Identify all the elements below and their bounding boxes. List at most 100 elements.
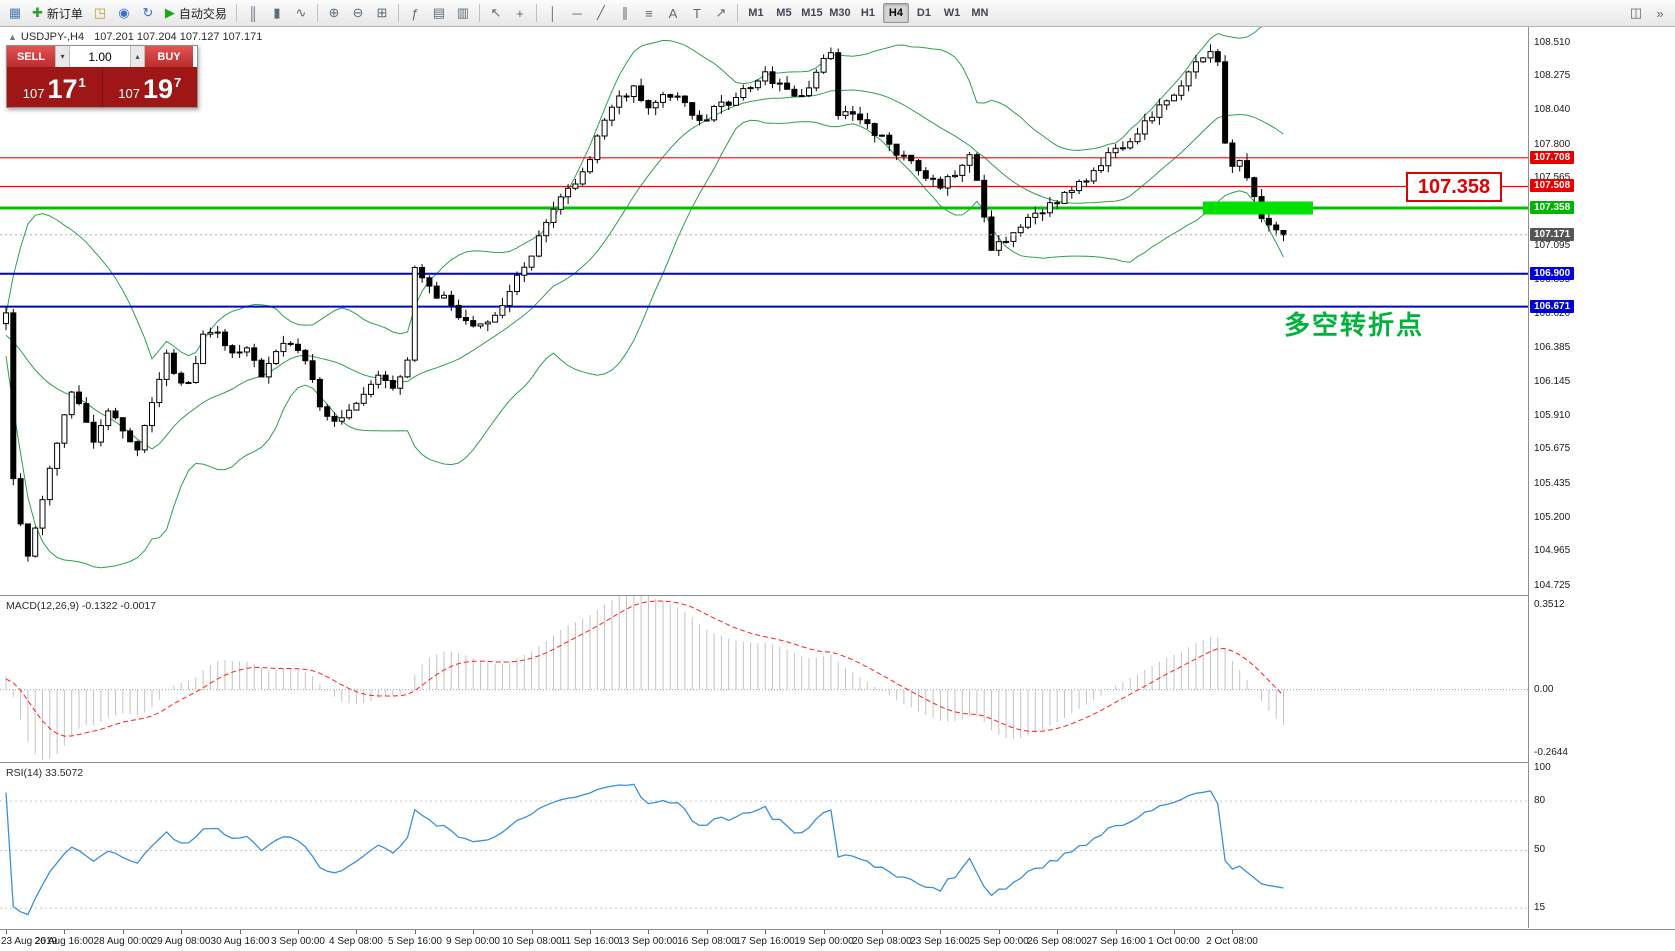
overflow-button[interactable]: » [1649,2,1671,24]
refresh-button[interactable]: ↻ [137,2,159,24]
open-chart-button[interactable]: ◳ [89,2,111,24]
autotrading-button[interactable]: ▶ 自动交易 [161,2,231,24]
toolbar-separator [736,4,738,22]
overflow-icon: » [1656,5,1664,21]
sell-button[interactable]: SELL [7,46,55,67]
rsi-panel[interactable] [0,763,1528,928]
volume-decrease-button[interactable]: ▾ [55,46,70,67]
time-axis-label: 16 Sep 08:00 [677,936,737,947]
toolbar-separator [235,4,237,22]
data-window-button[interactable]: ◫ [1625,2,1647,24]
level-lines[interactable] [0,157,1528,308]
indicators-button[interactable]: ƒ [404,2,426,24]
new-order-button[interactable]: ✚ 新订单 [28,2,87,24]
fibonacci-icon: ≡ [645,5,653,21]
macd-panel[interactable] [0,596,1528,762]
time-axis-label: 27 Sep 16:00 [1086,936,1146,947]
trendline-button[interactable]: ╱ [590,2,612,24]
line-chart-mode-button[interactable]: ∿ [290,2,312,24]
time-axis-tick [415,930,416,934]
label-icon: T [692,5,701,21]
cursor-button[interactable]: ↖ [485,2,507,24]
time-axis-label: 25 Sep 00:00 [969,936,1029,947]
sell-price-pips: 17 [47,74,78,104]
price-axis-label: 105.675 [1534,443,1571,454]
fibonacci-button[interactable]: ≡ [638,2,660,24]
bollinger-bands [5,27,1284,569]
toolbar-separator [397,4,399,22]
toolbar-separator [535,4,537,22]
arrows-icon: ↗ [715,5,727,20]
time-axis-tick [707,930,708,934]
templates-button[interactable]: ▤ [428,2,450,24]
channel-button[interactable]: ∥ [614,2,636,24]
label-button[interactable]: T [686,2,708,24]
buy-price-pips: 19 [142,74,173,104]
price-axis-label: 107.095 [1534,240,1571,251]
timeframe-m1-button[interactable]: M1 [748,7,764,19]
volume-increase-button[interactable]: ▴ [130,46,145,67]
buy-price-point: 7 [174,75,182,90]
time-axis[interactable]: 23 Aug 2019 26 Aug 16:00 28 Aug 00:00 29 Au… [0,929,1675,951]
zoom-in-icon: ⊕ [328,5,340,20]
main-chart[interactable] [0,27,1528,595]
crosshair-button[interactable]: + [509,2,531,24]
candlestick-mode-button[interactable]: ▮ [266,2,288,24]
bar-chart-mode-icon: ║ [248,5,258,21]
candlesticks [3,44,1287,562]
timeframe-w1-button[interactable]: W1 [943,7,961,19]
new-chart-button[interactable]: ▦ [4,2,26,24]
toolbar-right-group: ◫» [1624,2,1672,24]
time-axis-tick [123,930,124,934]
price-axis-label: 106.385 [1534,342,1571,353]
price-callout[interactable]: 107.358 [1406,172,1502,202]
grid-icon: ▥ [456,5,470,20]
panel-separator[interactable] [0,595,1675,596]
time-axis-tick [882,930,883,934]
price-axis-label: 108.040 [1534,104,1571,115]
timeframe-mn-button[interactable]: MN [971,7,989,19]
grid-button[interactable]: ▥ [452,2,474,24]
time-axis-label: 17 Sep 16:00 [735,936,795,947]
vertical-line-icon: │ [548,5,557,21]
time-axis-tick [356,930,357,934]
macd-axis-label: 0.3512 [1534,599,1565,610]
text-button[interactable]: A [662,2,684,24]
buy-button[interactable]: BUY [145,46,193,67]
panel-separator[interactable] [0,762,1675,763]
highlight-rect[interactable] [1203,201,1313,215]
time-axis-tick [1232,930,1233,934]
volume-input[interactable] [70,46,130,67]
timeframe-h4-button[interactable]: H4 [882,3,909,23]
vertical-line-button[interactable]: │ [542,2,564,24]
tile-windows-button[interactable]: ⊞ [371,2,393,24]
timeframe-m5-button[interactable]: M5 [776,7,792,19]
time-axis-tick [765,930,766,934]
timeframe-d1-button[interactable]: D1 [916,7,931,19]
zoom-in-button[interactable]: ⊕ [323,2,345,24]
level-price-badge: 107.358 [1530,201,1575,214]
timeframe-h1-button[interactable]: H1 [860,7,875,19]
timeframe-m15-button[interactable]: M15 [801,7,823,19]
time-axis-tick [648,930,649,934]
buy-price-display[interactable]: 107 19 7 [101,67,198,107]
time-axis-label: 30 Aug 16:00 [210,936,270,947]
arrows-button[interactable]: ↗ [710,2,732,24]
timeframe-m30-button[interactable]: M30 [829,7,851,19]
bar-chart-mode-button[interactable]: ║ [242,2,264,24]
tile-windows-icon: ⊞ [376,5,388,20]
collapse-panel-arrow-icon[interactable]: ▲ [8,32,17,42]
zoom-out-button[interactable]: ⊖ [347,2,369,24]
toolbar: ▦ ✚ 新订单 ◳ ◉ ↻ ▶ 自动交易 ║ ▮ ∿ ⊕ ⊖ ⊞ ƒ ▤ ▥ ↖ + │ ─ ╱ ∥ ≡ A T ↗ M1 M5 M15 M… [0,0,1675,27]
price-axis-label: 108.275 [1534,70,1571,81]
horizontal-line-button[interactable]: ─ [566,2,588,24]
time-axis-label: 29 Aug 08:00 [151,936,211,947]
time-axis-label: 10 Sep 08:00 [502,936,562,947]
price-axis-label: 107.800 [1534,139,1571,150]
price-axis[interactable]: 108.510 108.275 108.040 107.800 107.565 107.3… [1528,27,1675,928]
new-chart-icon: ▦ [8,5,22,20]
profiles-button[interactable]: ◉ [113,2,135,24]
rsi-line [5,783,1284,916]
sell-price-display[interactable]: 107 17 1 [7,67,102,107]
sell-price-point: 1 [78,75,86,90]
